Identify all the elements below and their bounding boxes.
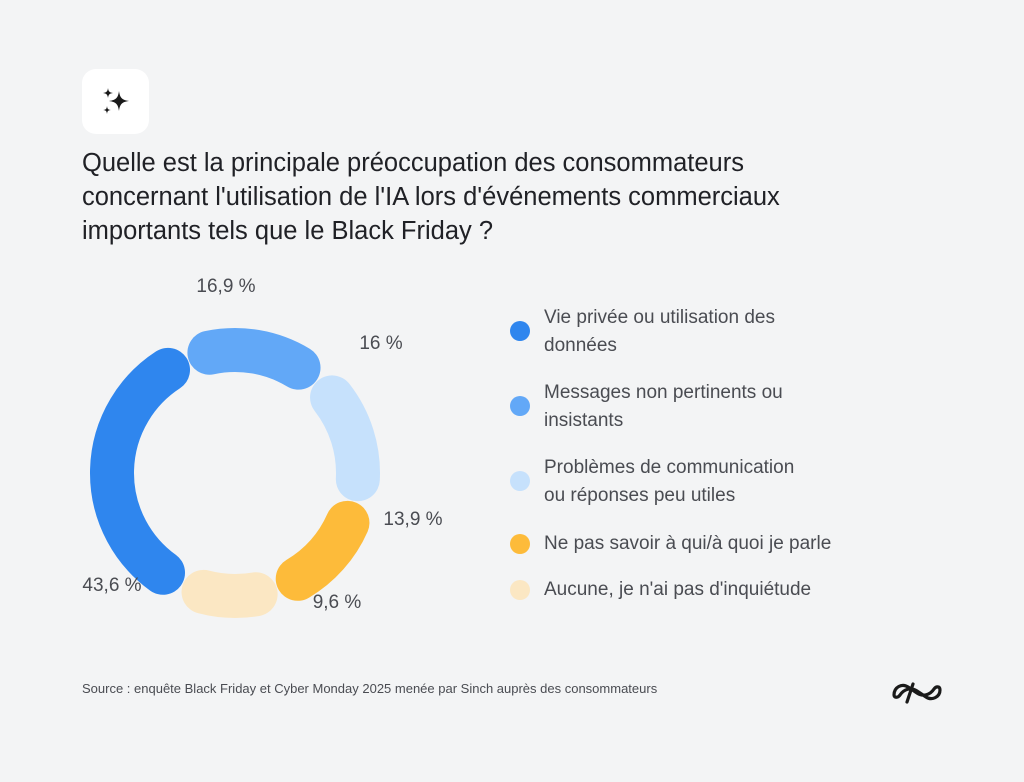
source-note: Source : enquête Black Friday et Cyber M… <box>82 681 658 696</box>
chart-title: Quelle est la principale préoccupation d… <box>82 146 942 248</box>
donut-slice-3 <box>310 375 380 502</box>
legend-label-2-line-2: insistants <box>544 410 624 431</box>
legend-label-4-line-1: Ne pas savoir à qui/à quoi je parle <box>544 533 832 554</box>
legend-swatch-3 <box>510 471 530 491</box>
legend-swatch-5 <box>510 580 530 600</box>
legend-label-1: Vie privée ou utilisation des données <box>544 304 775 360</box>
legend-label-3: Problèmes de communication ou réponses pe… <box>544 454 794 510</box>
donut-slice-2 <box>187 328 321 390</box>
data-label-5: 9,6 % <box>313 592 362 613</box>
legend-label-3-line-2: ou réponses peu utiles <box>544 485 736 506</box>
donut-chart: 43,6 % 16,9 % 16 % 13,9 % 9,6 % <box>82 276 443 618</box>
legend-label-4: Ne pas savoir à qui/à quoi je parle <box>544 530 831 558</box>
sinch-logo-icon <box>892 682 942 704</box>
sparkles-icon <box>102 87 129 114</box>
legend-label-2-line-1: Messages non pertinents ou <box>544 382 783 403</box>
legend-label-1-line-2: données <box>544 335 617 356</box>
legend-label-2: Messages non pertinents ou insistants <box>544 379 783 435</box>
data-label-3: 16 % <box>359 333 402 354</box>
title-line-3: importants tels que le Black Friday ? <box>82 217 494 245</box>
legend-label-1-line-1: Vie privée ou utilisation des <box>544 307 775 328</box>
legend-label-5: Aucune, je n'ai pas d'inquiétude <box>544 576 811 604</box>
data-label-2: 16,9 % <box>196 276 255 297</box>
donut-slice-5 <box>181 569 278 618</box>
title-line-1: Quelle est la principale préoccupation d… <box>82 149 744 177</box>
title-line-2: concernant l'utilisation de l'IA lors d'… <box>82 183 780 211</box>
data-label-1: 43,6 % <box>82 575 141 596</box>
sparkles-icon-box <box>82 69 149 134</box>
donut-slice-1 <box>90 347 191 595</box>
legend-swatch-4 <box>510 534 530 554</box>
legend-swatch-2 <box>510 396 530 416</box>
legend-label-5-line-1: Aucune, je n'ai pas d'inquiétude <box>544 579 812 600</box>
donut-slice-4 <box>275 500 370 601</box>
data-label-4: 13,9 % <box>383 509 442 530</box>
legend-label-3-line-1: Problèmes de communication <box>544 457 795 478</box>
legend-swatch-1 <box>510 321 530 341</box>
